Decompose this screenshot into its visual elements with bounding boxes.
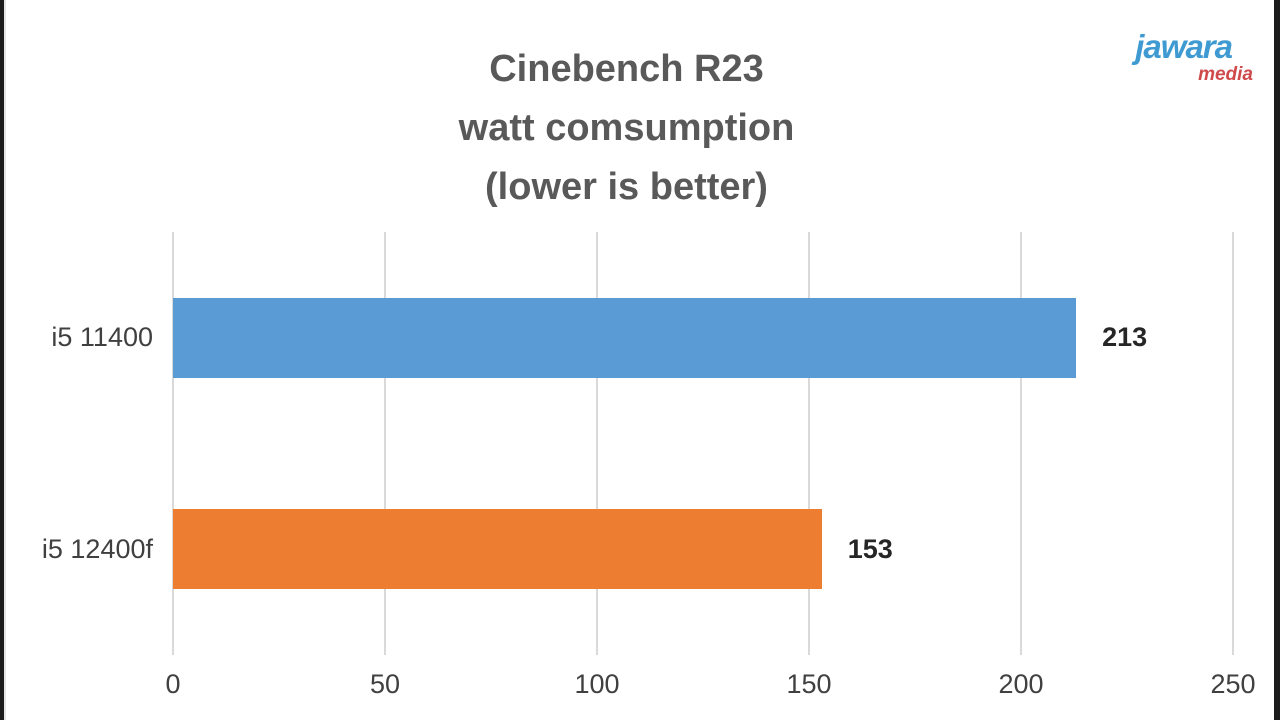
screen-edge-right — [1274, 0, 1280, 720]
jawara-media-logo: jawara media — [1135, 30, 1253, 84]
bar-i5-12400f — [173, 509, 822, 590]
x-axis-tick-label: 50 — [369, 669, 401, 699]
x-axis-tick-label: 150 — [786, 669, 832, 699]
value-label-i5-12400f: 153 — [847, 533, 893, 564]
logo-secondary-text: media — [1198, 64, 1253, 85]
chart-title-line-1: Cinebench R23 — [489, 48, 764, 90]
chart-title-line-2: watt comsumption — [458, 107, 795, 149]
gridline — [384, 232, 386, 655]
bar-row-i5-12400f: i5 12400f 153 — [42, 444, 1233, 656]
category-label-i5-11400: i5 11400 — [51, 322, 153, 353]
plot-area: i5 11400 213 i5 12400f 153 0 50 100 150 200 2… — [42, 232, 1256, 699]
value-label-i5-11400: 213 — [1102, 322, 1148, 353]
gridline — [1232, 232, 1234, 655]
chart-title-line-3: (lower is better) — [485, 166, 768, 208]
gridline — [808, 232, 810, 655]
category-label-i5-12400f: i5 12400f — [41, 533, 153, 564]
x-axis-tick-label: 0 — [165, 669, 181, 699]
bar-i5-11400 — [173, 297, 1077, 378]
bar-row-i5-11400: i5 11400 213 — [51, 232, 1233, 444]
x-axis-tick-label: 200 — [998, 669, 1044, 699]
gridline — [1020, 232, 1022, 655]
screen-edge-left — [0, 0, 6, 720]
gridline — [596, 232, 598, 655]
x-axis-tick-label: 100 — [574, 669, 620, 699]
logo-primary-text: jawara — [1135, 28, 1233, 65]
gridline — [172, 232, 174, 655]
x-axis-tick-label: 250 — [1210, 669, 1256, 699]
chart-title: Cinebench R23 watt comsumption (lower is… — [0, 40, 1253, 217]
bar-rows: i5 11400 213 i5 12400f 153 — [42, 232, 1233, 656]
